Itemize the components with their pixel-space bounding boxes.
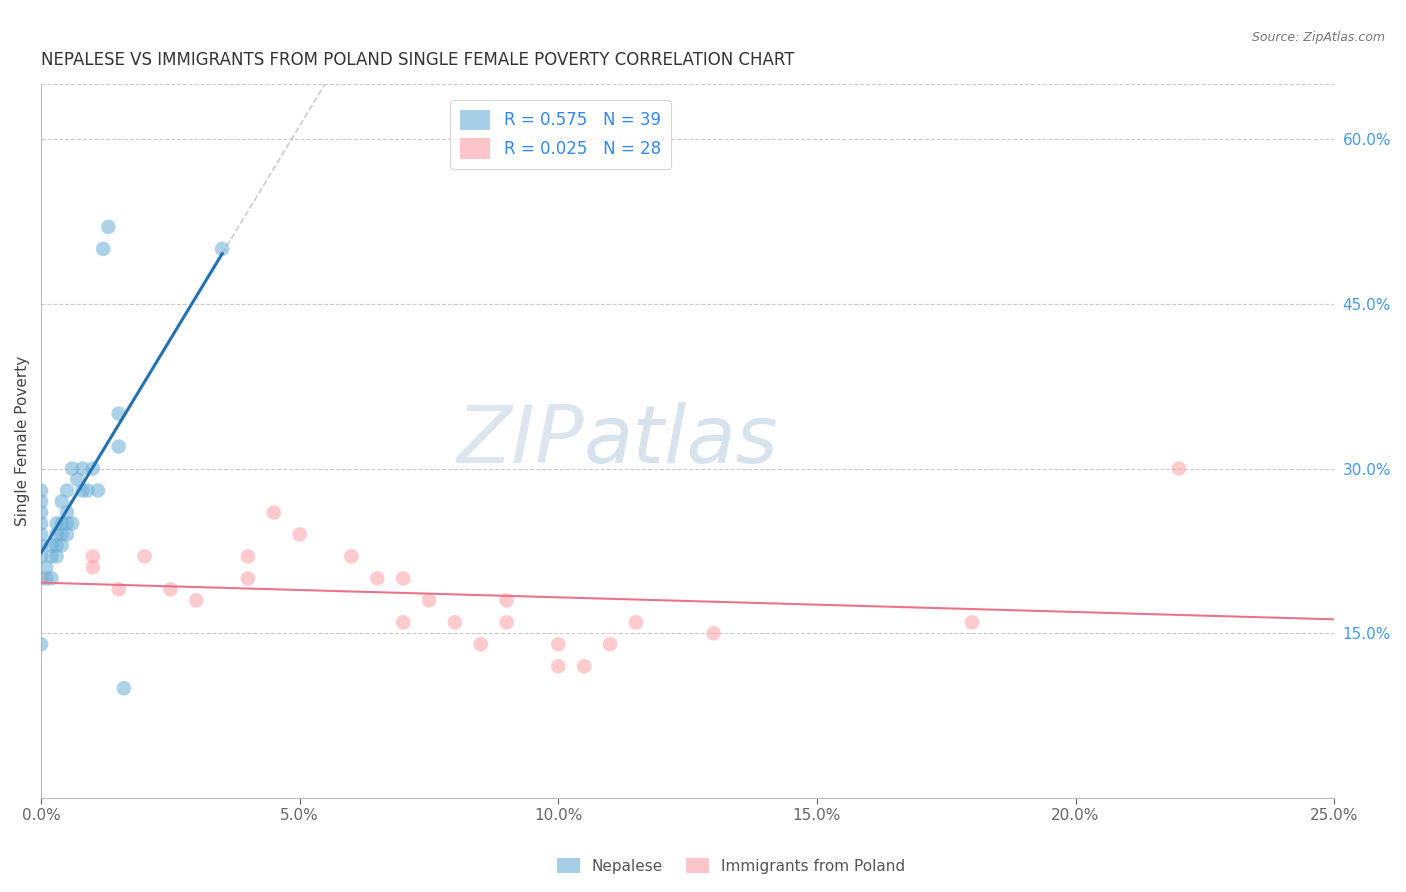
Point: [495, 593, 517, 607]
Text: NEPALESE VS IMMIGRANTS FROM POLAND SINGLE FEMALE POVERTY CORRELATION CHART: NEPALESE VS IMMIGRANTS FROM POLAND SINGL…: [41, 51, 794, 69]
Point: [56, 516, 79, 531]
Point: [30, 506, 52, 520]
Point: [30, 538, 52, 552]
Point: [82, 461, 104, 475]
Point: [134, 549, 156, 564]
Point: [45, 549, 67, 564]
Point: [56, 506, 79, 520]
Point: [444, 615, 467, 630]
Point: [624, 615, 647, 630]
Point: [45, 527, 67, 541]
Point: [60, 516, 83, 531]
Point: [1168, 461, 1191, 475]
Point: [35, 571, 58, 585]
Point: [366, 571, 388, 585]
Point: [51, 494, 73, 508]
Point: [960, 615, 983, 630]
Point: [107, 407, 129, 421]
Point: [470, 637, 492, 651]
Point: [263, 506, 285, 520]
Point: [30, 494, 52, 508]
Point: [574, 659, 596, 673]
Point: [392, 571, 415, 585]
Point: [30, 571, 52, 585]
Point: [186, 593, 208, 607]
Point: [41, 549, 63, 564]
Point: [30, 516, 52, 531]
Point: [30, 527, 52, 541]
Point: [82, 549, 104, 564]
Point: [288, 527, 311, 541]
Text: ZIP: ZIP: [457, 402, 585, 480]
Point: [66, 473, 89, 487]
Point: [702, 626, 724, 640]
Point: [51, 527, 73, 541]
Legend: Nepalese, Immigrants from Poland: Nepalese, Immigrants from Poland: [551, 852, 911, 880]
Point: [76, 483, 98, 498]
Point: [82, 560, 104, 574]
Point: [97, 219, 120, 234]
Point: [87, 483, 110, 498]
Point: [72, 461, 94, 475]
Point: [107, 582, 129, 597]
Point: [159, 582, 181, 597]
Point: [35, 560, 58, 574]
Point: [418, 593, 440, 607]
Point: [236, 549, 259, 564]
Point: [91, 242, 114, 256]
Point: [392, 615, 415, 630]
Point: [72, 483, 94, 498]
Point: [547, 659, 569, 673]
Point: [51, 516, 73, 531]
Text: Source: ZipAtlas.com: Source: ZipAtlas.com: [1251, 31, 1385, 45]
Point: [41, 571, 63, 585]
Point: [547, 637, 569, 651]
Point: [56, 527, 79, 541]
Point: [236, 571, 259, 585]
Point: [51, 538, 73, 552]
Point: [107, 440, 129, 454]
Point: [45, 516, 67, 531]
Point: [41, 538, 63, 552]
Point: [45, 538, 67, 552]
Point: [211, 242, 233, 256]
Y-axis label: Single Female Poverty: Single Female Poverty: [15, 356, 30, 526]
Point: [56, 483, 79, 498]
Point: [30, 637, 52, 651]
Point: [340, 549, 363, 564]
Point: [112, 681, 135, 696]
Legend: R = 0.575   N = 39, R = 0.025   N = 28: R = 0.575 N = 39, R = 0.025 N = 28: [450, 100, 671, 169]
Text: atlas: atlas: [585, 402, 779, 480]
Point: [30, 483, 52, 498]
Point: [60, 461, 83, 475]
Point: [599, 637, 621, 651]
Point: [495, 615, 517, 630]
Point: [30, 549, 52, 564]
